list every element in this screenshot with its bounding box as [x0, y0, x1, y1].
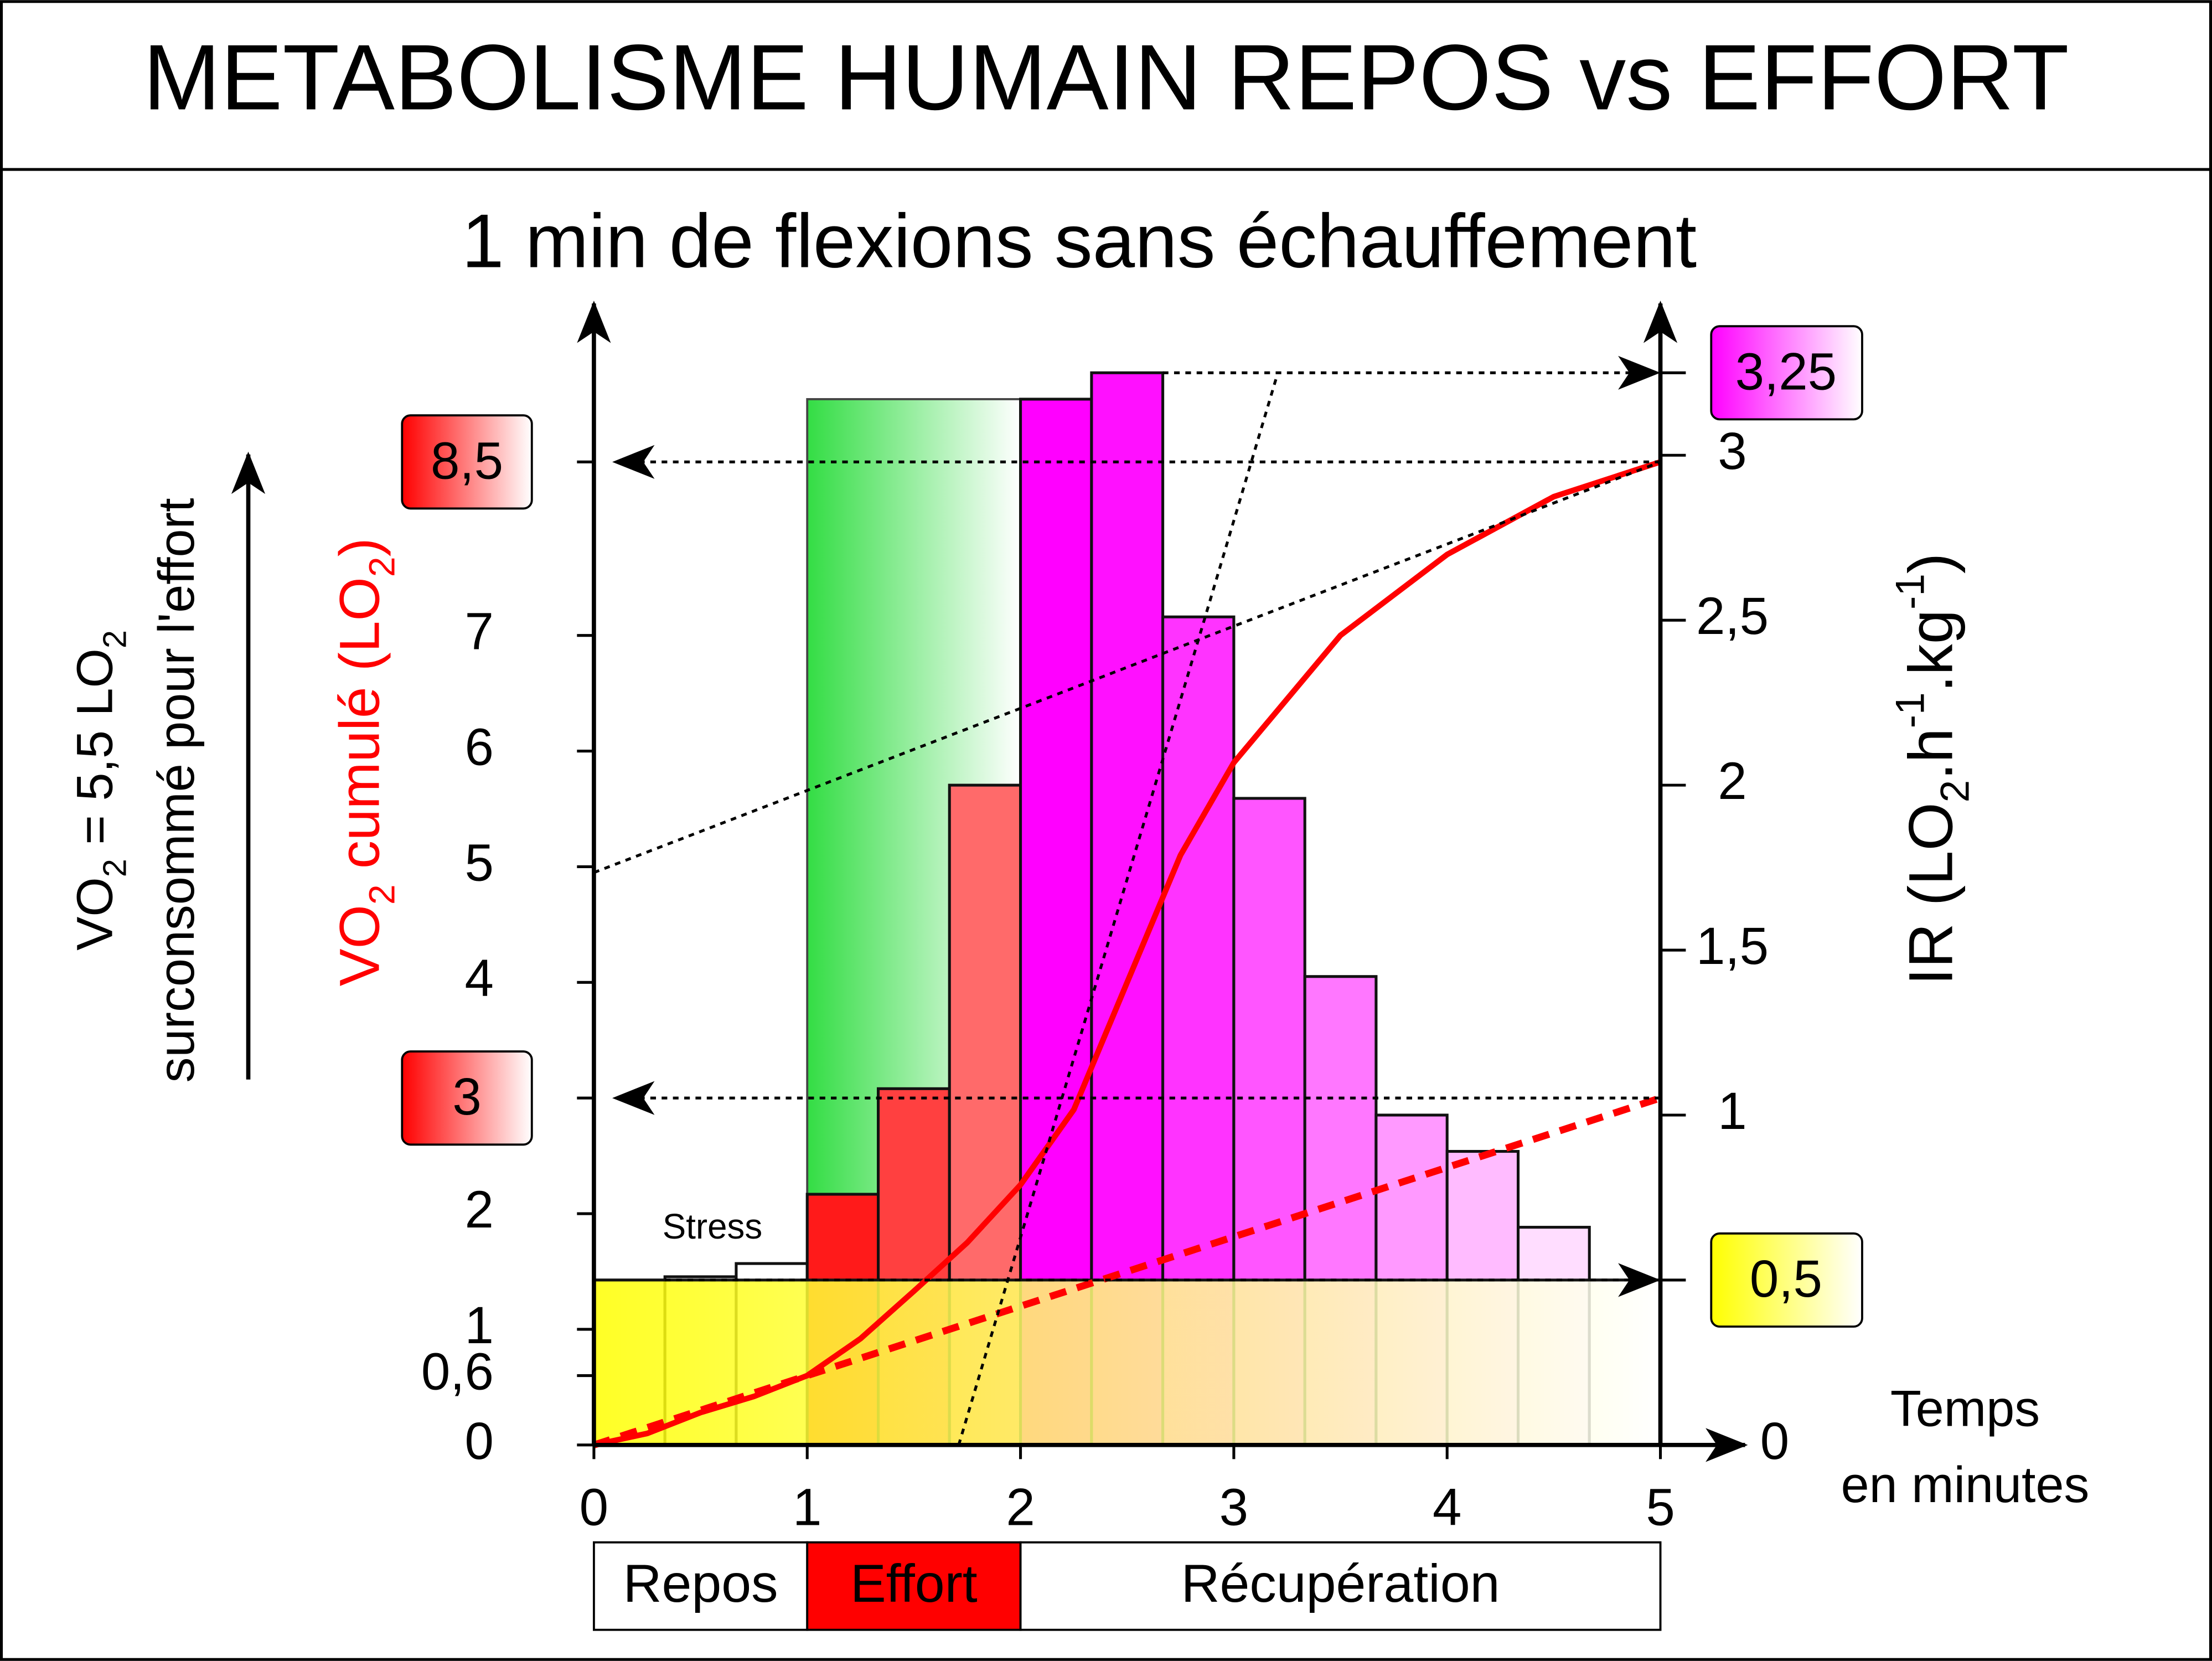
side-note: surconsommé pour l'effort [148, 498, 205, 1082]
marker-box [1710, 325, 1863, 421]
y-tick-label: 6 [465, 718, 494, 776]
y-tick-label: 1 [465, 1296, 494, 1354]
subscript: 2 [96, 630, 133, 648]
label-part: .h [1895, 728, 1965, 780]
y-axis-label: VO2 cumulé (LO2) [328, 538, 402, 986]
label-part: VO [67, 877, 123, 951]
x-tick-label: 5 [1646, 1478, 1674, 1536]
line [593, 460, 1661, 874]
chart-title: METABOLISME HUMAIN REPOS vs EFFORT [143, 25, 2069, 130]
marker-box [401, 414, 533, 510]
supscript: -1 [1888, 692, 1932, 728]
label-part: IR (LO [1895, 802, 1965, 985]
y2-axis-label: IR (LO2.h-1.kg-1) [1888, 553, 1977, 986]
y2-tick-label: 0 [1760, 1412, 1789, 1470]
subscript: 2 [96, 859, 133, 877]
y2-tick-label: 2 [1718, 752, 1746, 810]
marker-box [401, 1050, 533, 1146]
marker-box [1710, 1232, 1863, 1328]
phase-label: Effort [850, 1553, 978, 1613]
marker-label: 3,25 [1735, 342, 1837, 400]
label-part: surconsommé pour l'effort [148, 498, 205, 1082]
label-part: ) [328, 538, 391, 556]
label-part: cumulé (LO [328, 577, 391, 884]
y2-tick-label: 2,5 [1696, 587, 1769, 645]
line [592, 1095, 1662, 1448]
phase-label: Récupération [1181, 1553, 1500, 1613]
label-part: = 5,5 LO [67, 648, 123, 859]
supscript: -1 [1888, 574, 1932, 610]
y-tick-label: 0,6 [421, 1342, 494, 1400]
plot: 0 1 2 3 4 500,6124567011,522,5338,50,53,25VO2… [67, 301, 1977, 1631]
phase [806, 1541, 1022, 1631]
subscript: 2 [1932, 780, 1977, 803]
marker-label: 3 [452, 1067, 481, 1126]
marker-label: 8,5 [431, 431, 503, 489]
subscript: 2 [361, 556, 402, 577]
label-part: VO [328, 905, 391, 986]
x-tick-label: 3 [1219, 1478, 1248, 1536]
phase-label: Repos [623, 1553, 778, 1613]
subscript: 2 [361, 884, 402, 905]
x-axis-label: Temps [1890, 1380, 2040, 1437]
basal-band [592, 1278, 1662, 1447]
y-tick-label: 4 [465, 949, 494, 1007]
label-part: .kg [1895, 610, 1965, 693]
y-tick-label: 5 [465, 833, 494, 891]
line [957, 377, 1278, 1446]
x-tick-label: 1 [793, 1478, 821, 1536]
y2-tick-label: 3 [1718, 422, 1746, 480]
annotation: Stress [663, 1206, 763, 1246]
x-tick-label: 2 [1006, 1478, 1035, 1536]
y-tick-label: 7 [465, 602, 494, 661]
y-tick-label: 2 [465, 1180, 494, 1239]
x-axis-label: en minutes [1841, 1457, 2090, 1513]
y2-tick-label: 1,5 [1696, 917, 1769, 975]
marker-label: 0,5 [1750, 1250, 1822, 1308]
label-part: ) [1895, 553, 1965, 574]
phase [1019, 1541, 1662, 1631]
y-tick-label: 0 [465, 1412, 494, 1470]
side-note: VO2 = 5,5 LO2 [67, 630, 133, 951]
y2-tick-label: 1 [1718, 1082, 1746, 1140]
phase [592, 1541, 809, 1631]
x-tick-label: 4 [1433, 1478, 1461, 1536]
chart-subtitle: 1 min de flexions sans échauffement [462, 199, 1697, 284]
x-tick-label: 0 [580, 1478, 608, 1536]
